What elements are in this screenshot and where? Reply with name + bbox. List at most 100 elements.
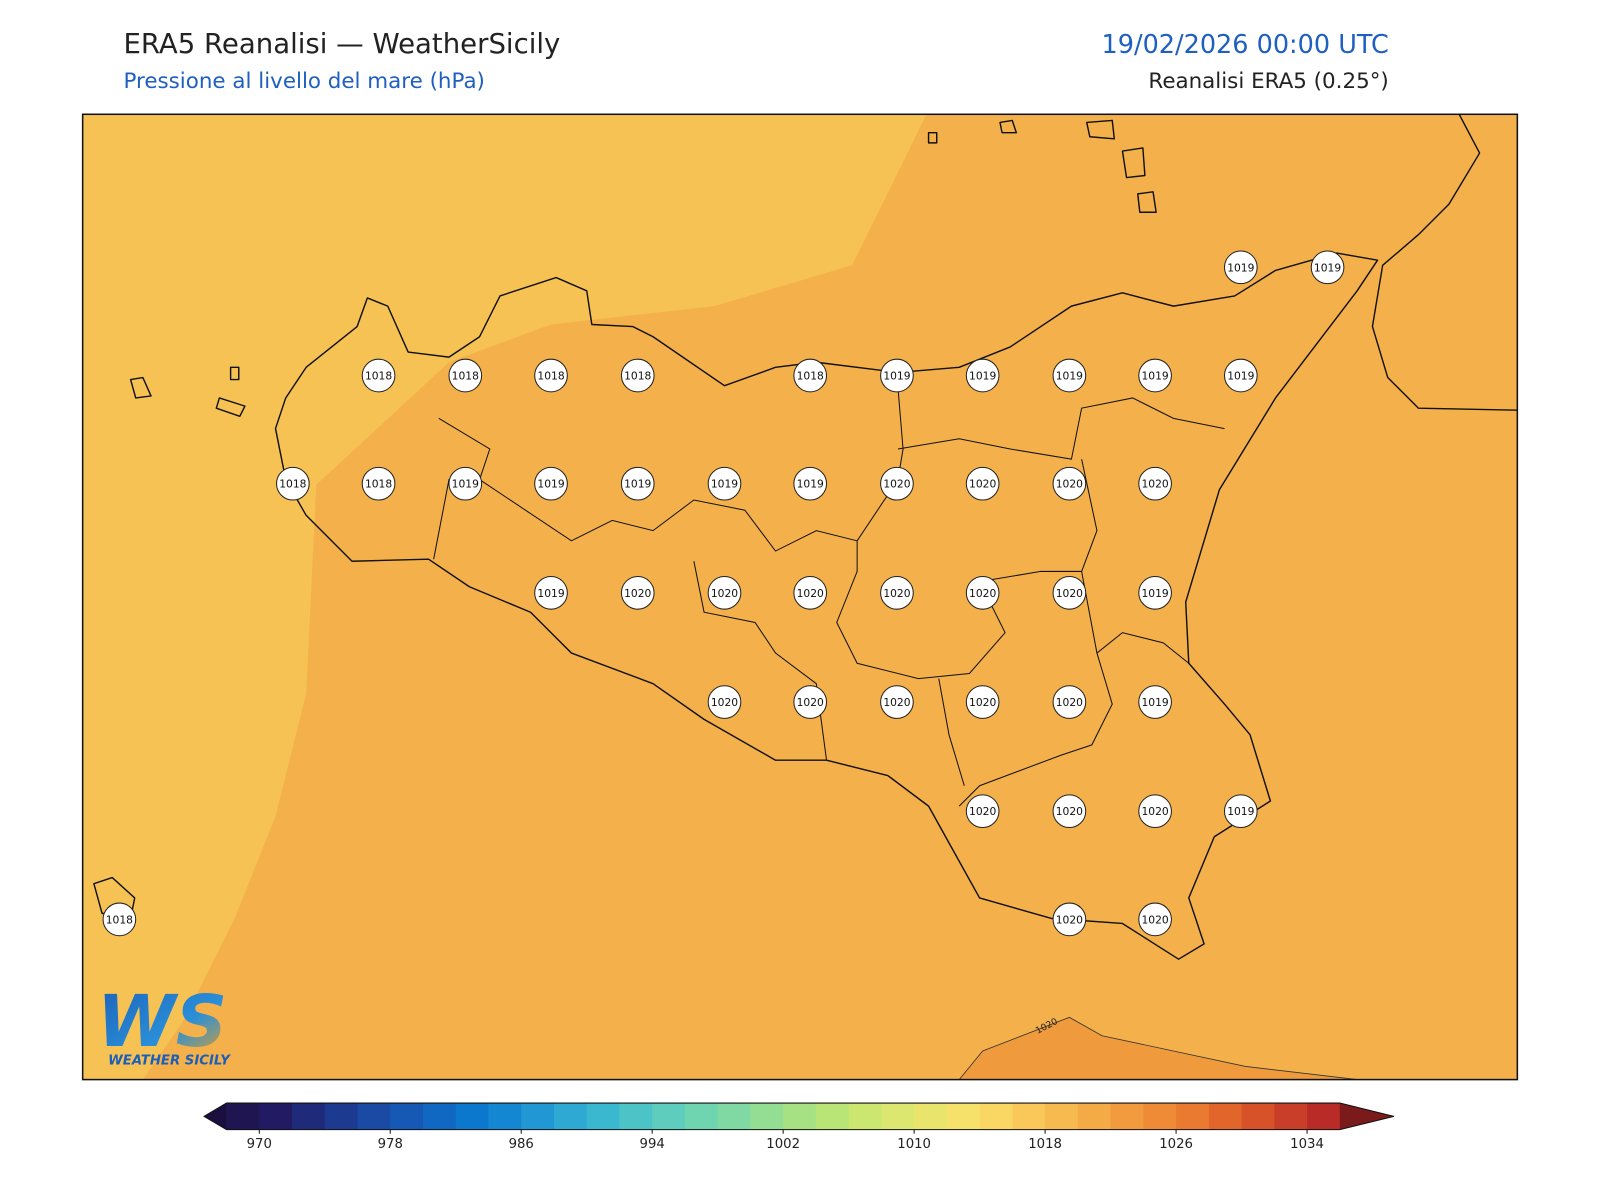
station-marker [965,794,1000,829]
pressure-field-high [958,1016,1358,1080]
station-marker [880,358,914,393]
colorbar-tick-label: 994 [640,1137,665,1152]
station-marker [965,466,1000,501]
station-marker [534,466,568,501]
station-value: 1018 [537,370,564,383]
station: 1018 [361,466,396,501]
logo-text: WEATHER SICILY [108,1053,231,1068]
station-marker [1310,250,1345,285]
station: 1019 [1223,794,1258,829]
station-value: 1020 [969,805,996,818]
station-labels: 1019 1019 1018 1018 1018 1018 1018 1019 1019 1019… [102,250,1345,937]
station: 1019 [1052,358,1087,393]
colorbar-tick-label: 1026 [1159,1137,1193,1152]
station: 1020 [793,576,828,610]
colorbar-tick-label: 978 [378,1137,403,1152]
station-value: 1019 [1056,370,1083,383]
colorbar-segment [455,1103,489,1130]
station: 1019 [620,466,655,501]
station: 1018 [793,358,828,393]
colorbar-segment [848,1103,882,1130]
station-value: 1019 [537,587,564,600]
station-marker [965,685,1000,719]
station-marker [102,902,137,937]
station-marker [1138,902,1172,937]
station-value: 1019 [1141,587,1168,600]
colorbar: 970 978 986 994 1002 1010 1018 1026 1034 [203,1102,1394,1152]
station: 1020 [1138,794,1172,829]
station-value: 1019 [1227,370,1254,383]
station-value: 1020 [1056,587,1083,600]
station-marker [1052,466,1087,501]
station: 1019 [1138,685,1172,719]
colorbar-segment [521,1103,555,1130]
station: 1019 [793,466,828,501]
station: 1020 [1052,794,1087,829]
station: 1020 [707,685,742,719]
colorbar-segment [1274,1103,1308,1130]
colorbar-segment [1110,1103,1144,1130]
station-marker [1138,466,1172,501]
station-marker [880,576,914,610]
station-marker [1052,902,1087,937]
station-value: 1018 [797,370,824,383]
station-marker [707,466,742,501]
colorbar-segment [1241,1103,1275,1130]
station-marker [620,358,655,393]
map-frame [81,113,1519,1081]
colorbar-segment [750,1103,784,1130]
station-marker [965,358,1000,393]
station-value: 1020 [711,696,738,709]
station-value: 1018 [624,370,651,383]
station: 1019 [965,358,1000,393]
colorbar-segment [1077,1103,1112,1130]
station-value: 1020 [1056,805,1083,818]
station-value: 1020 [883,696,910,709]
station: 1018 [361,358,396,393]
station-marker [707,576,742,610]
colorbar-segment [292,1103,326,1130]
calabria-coast [1371,114,1518,411]
station-value: 1020 [883,478,910,491]
colorbar-segment [324,1103,359,1130]
station-value: 1020 [797,587,824,600]
station: 1018 [448,358,483,393]
station-value: 1018 [452,370,479,383]
station-value: 1019 [537,478,564,491]
station: 1020 [965,794,1000,829]
station-marker [707,685,742,719]
station-value: 1020 [711,587,738,600]
colorbar-segment [1176,1103,1210,1130]
colorbar-segment [259,1103,293,1130]
station-value: 1020 [624,587,651,600]
colorbar-tick-label: 1034 [1290,1137,1324,1152]
title: ERA5 Reanalisi — WeatherSicily [123,28,560,60]
station-value: 1020 [883,587,910,600]
station-value: 1018 [365,478,392,491]
station: 1020 [793,685,828,719]
station: 1019 [1223,250,1258,285]
station-value: 1020 [1056,478,1083,491]
station: 1020 [707,576,742,610]
logo-mark: WS [97,980,227,1063]
station-value: 1018 [279,478,306,491]
station-marker [880,685,914,719]
station-value: 1019 [1141,370,1168,383]
station-marker [1223,358,1258,393]
station: 1019 [534,576,568,610]
station-marker [448,466,483,501]
colorbar-segment [226,1103,260,1130]
colorbar-segment [979,1103,1013,1130]
station-marker [1052,794,1087,829]
station: 1020 [1052,685,1087,719]
colorbar-segment [1208,1103,1243,1130]
station: 1019 [1223,358,1258,393]
station: 1018 [534,358,568,393]
station-value: 1020 [1141,913,1168,926]
colorbar-segment [717,1103,751,1130]
station-marker [793,685,828,719]
station: 1019 [534,466,568,501]
pressure-field-low [82,114,927,1080]
station: 1020 [965,576,1000,610]
colorbar-segment [881,1103,915,1130]
